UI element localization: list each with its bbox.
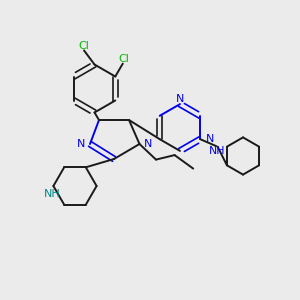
Text: NH: NH	[208, 146, 225, 157]
Text: N: N	[206, 134, 214, 144]
Text: NH: NH	[44, 189, 60, 200]
Text: Cl: Cl	[119, 54, 130, 64]
Text: N: N	[77, 139, 85, 149]
Text: N: N	[176, 94, 184, 104]
Text: N: N	[144, 139, 153, 149]
Text: Cl: Cl	[79, 41, 89, 51]
